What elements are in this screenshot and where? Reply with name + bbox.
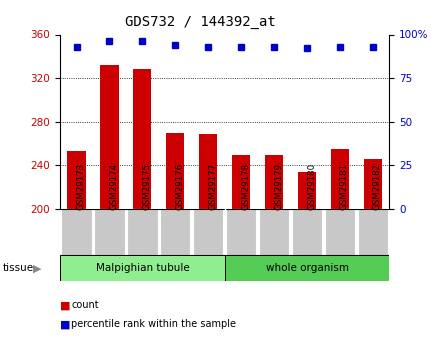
Bar: [298, 172, 316, 209]
Text: GSM29179: GSM29179: [274, 163, 283, 210]
Bar: [60, 255, 225, 281]
Bar: [127, 209, 158, 255]
Bar: [358, 209, 388, 255]
Bar: [325, 209, 355, 255]
Bar: [226, 209, 256, 255]
Bar: [134, 69, 151, 209]
Bar: [259, 209, 289, 255]
Text: Malpighian tubule: Malpighian tubule: [96, 263, 189, 273]
Bar: [232, 155, 250, 209]
Text: GSM29178: GSM29178: [241, 163, 250, 210]
Bar: [292, 209, 322, 255]
Text: tissue: tissue: [2, 264, 33, 273]
Text: GSM29181: GSM29181: [340, 163, 349, 210]
Bar: [68, 151, 85, 209]
Bar: [364, 159, 382, 209]
Text: GDS732 / 144392_at: GDS732 / 144392_at: [125, 15, 275, 29]
Bar: [160, 209, 190, 255]
Text: GSM29176: GSM29176: [175, 163, 184, 210]
Text: ■: ■: [60, 300, 71, 310]
Bar: [61, 209, 92, 255]
Text: GSM29175: GSM29175: [142, 163, 151, 210]
Bar: [199, 134, 217, 209]
Text: ▶: ▶: [32, 264, 41, 273]
Text: whole organism: whole organism: [266, 263, 348, 273]
Text: ■: ■: [60, 319, 71, 329]
Text: GSM29177: GSM29177: [208, 163, 217, 210]
Text: GSM29182: GSM29182: [373, 163, 382, 210]
Text: GSM29180: GSM29180: [307, 163, 316, 210]
Bar: [94, 209, 125, 255]
Bar: [101, 65, 118, 209]
Bar: [193, 209, 223, 255]
Text: GSM29174: GSM29174: [109, 163, 118, 210]
Text: count: count: [71, 300, 99, 310]
Bar: [265, 155, 283, 209]
Bar: [225, 255, 389, 281]
Bar: [166, 132, 184, 209]
Bar: [331, 149, 349, 209]
Text: percentile rank within the sample: percentile rank within the sample: [71, 319, 236, 329]
Text: GSM29173: GSM29173: [77, 163, 85, 210]
